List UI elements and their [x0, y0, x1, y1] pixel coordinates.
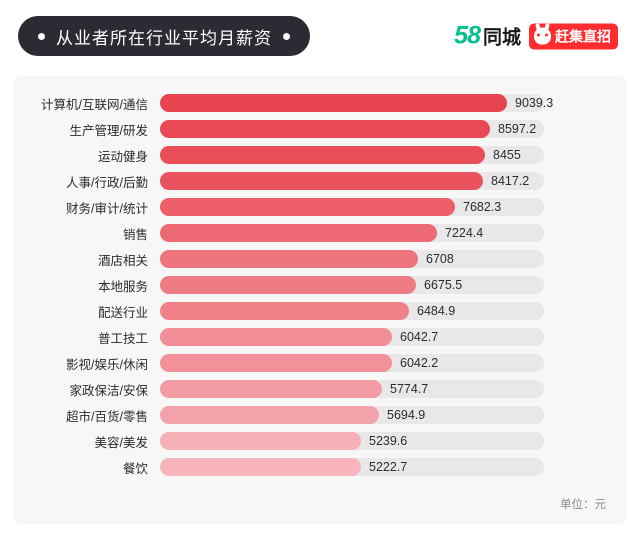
bar [160, 328, 392, 346]
logo-58tongcheng: 58 同城 [454, 22, 521, 51]
logo-58-text: 同城 [482, 27, 521, 49]
chart-row: 计算机/互联网/通信 9039.3 [14, 90, 626, 116]
dot-icon-left [38, 32, 45, 40]
bar [160, 276, 416, 294]
bar-track: 8417.2 [160, 172, 580, 190]
bar-track: 5239.6 [160, 432, 580, 450]
page-title-pill: 从业者所在行业平均月薪资 [18, 16, 310, 56]
bar-value-label: 8417.2 [491, 174, 530, 188]
category-label: 酒店相关 [97, 253, 148, 268]
bar-track: 6675.5 [160, 276, 580, 294]
logo-ganji-zhizhao: 赶集直招 [529, 23, 618, 49]
bar-track: 5774.7 [160, 380, 580, 398]
chart-row: 本地服务 6675.5 [14, 272, 626, 298]
category-label: 配送行业 [97, 305, 148, 320]
chart-row: 运动健身 8455 [14, 142, 626, 168]
category-label: 影视/娱乐/休闲 [66, 357, 148, 372]
category-label: 家政保洁/安保 [69, 383, 148, 398]
bar-track: 6484.9 [160, 302, 580, 320]
chart-row: 影视/娱乐/休闲 6042.2 [14, 350, 626, 376]
bar-value-label: 8597.2 [498, 122, 537, 136]
bar [160, 120, 490, 138]
unit-note: 单位：元 [560, 499, 606, 511]
brand-logos: 58 同城 赶集直招 [454, 22, 618, 51]
category-label: 人事/行政/后勤 [66, 175, 148, 190]
bar [160, 172, 483, 190]
bar [160, 94, 507, 112]
chart-row: 家政保洁/安保 5774.7 [14, 376, 626, 402]
bar-track: 8597.2 [160, 120, 580, 138]
bar-value-label: 5694.9 [387, 408, 426, 422]
chart-card: 计算机/互联网/通信 9039.3 生产管理/研发 8597.2 运动健身 8455 人事/… [14, 76, 626, 524]
bar-value-label: 6042.2 [400, 356, 439, 370]
page-title: 从业者所在行业平均月薪资 [56, 28, 272, 48]
chart-row: 配送行业 6484.9 [14, 298, 626, 324]
bar-value-label: 5222.7 [369, 460, 408, 474]
category-label: 餐饮 [122, 461, 148, 476]
category-label: 计算机/互联网/通信 [41, 97, 148, 112]
bar [160, 354, 392, 372]
category-label: 美容/美发 [94, 435, 148, 450]
category-label: 超市/百货/零售 [66, 409, 148, 424]
chart-row: 销售 7224.4 [14, 220, 626, 246]
chart-row: 美容/美发 5239.6 [14, 428, 626, 454]
bar-value-label: 7682.3 [463, 200, 502, 214]
bar [160, 406, 379, 424]
bar-value-label: 5239.6 [369, 434, 408, 448]
category-label: 普工技工 [97, 331, 148, 346]
bar-track: 9039.3 [160, 94, 580, 112]
chart-row: 人事/行政/后勤 8417.2 [14, 168, 626, 194]
bar-track: 6708 [160, 250, 580, 268]
bar-value-label: 7224.4 [445, 226, 484, 240]
chart-row: 超市/百货/零售 5694.9 [14, 402, 626, 428]
category-label: 生产管理/研发 [69, 123, 148, 138]
bar [160, 224, 437, 242]
bar-track: 8455 [160, 146, 580, 164]
rabbit-mascot-icon [534, 27, 551, 45]
dot-icon-right [283, 32, 290, 40]
bar [160, 146, 485, 164]
logo-58-number: 58 [454, 21, 481, 50]
bar-value-label: 8455 [493, 148, 521, 162]
bar [160, 380, 382, 398]
bar [160, 432, 361, 450]
bar [160, 458, 361, 476]
bar-track: 6042.7 [160, 328, 580, 346]
page-header: 从业者所在行业平均月薪资 58 同城 赶集直招 [0, 0, 640, 72]
bar-track: 5694.9 [160, 406, 580, 424]
category-label: 运动健身 [97, 149, 148, 164]
category-label: 销售 [122, 227, 148, 242]
bar-value-label: 6042.7 [400, 330, 439, 344]
bar [160, 302, 409, 320]
bar-track: 6042.2 [160, 354, 580, 372]
bar-value-label: 9039.3 [515, 96, 554, 110]
chart-row: 餐饮 5222.7 [14, 454, 626, 480]
bar-track: 7224.4 [160, 224, 580, 242]
bar [160, 198, 455, 216]
bar-value-label: 6675.5 [424, 278, 463, 292]
bar-value-label: 5774.7 [390, 382, 429, 396]
bar-track: 5222.7 [160, 458, 580, 476]
bar-value-label: 6708 [426, 252, 454, 266]
chart-row: 生产管理/研发 8597.2 [14, 116, 626, 142]
bar-value-label: 6484.9 [417, 304, 456, 318]
chart-row: 酒店相关 6708 [14, 246, 626, 272]
bar-track: 7682.3 [160, 198, 580, 216]
category-label: 财务/审计/统计 [66, 201, 148, 216]
chart-row: 普工技工 6042.7 [14, 324, 626, 350]
chart-row: 财务/审计/统计 7682.3 [14, 194, 626, 220]
bar-chart: 计算机/互联网/通信 9039.3 生产管理/研发 8597.2 运动健身 8455 人事/… [14, 90, 626, 524]
category-label: 本地服务 [97, 279, 148, 294]
bar [160, 250, 418, 268]
logo-ganji-text: 赶集直招 [555, 28, 611, 44]
